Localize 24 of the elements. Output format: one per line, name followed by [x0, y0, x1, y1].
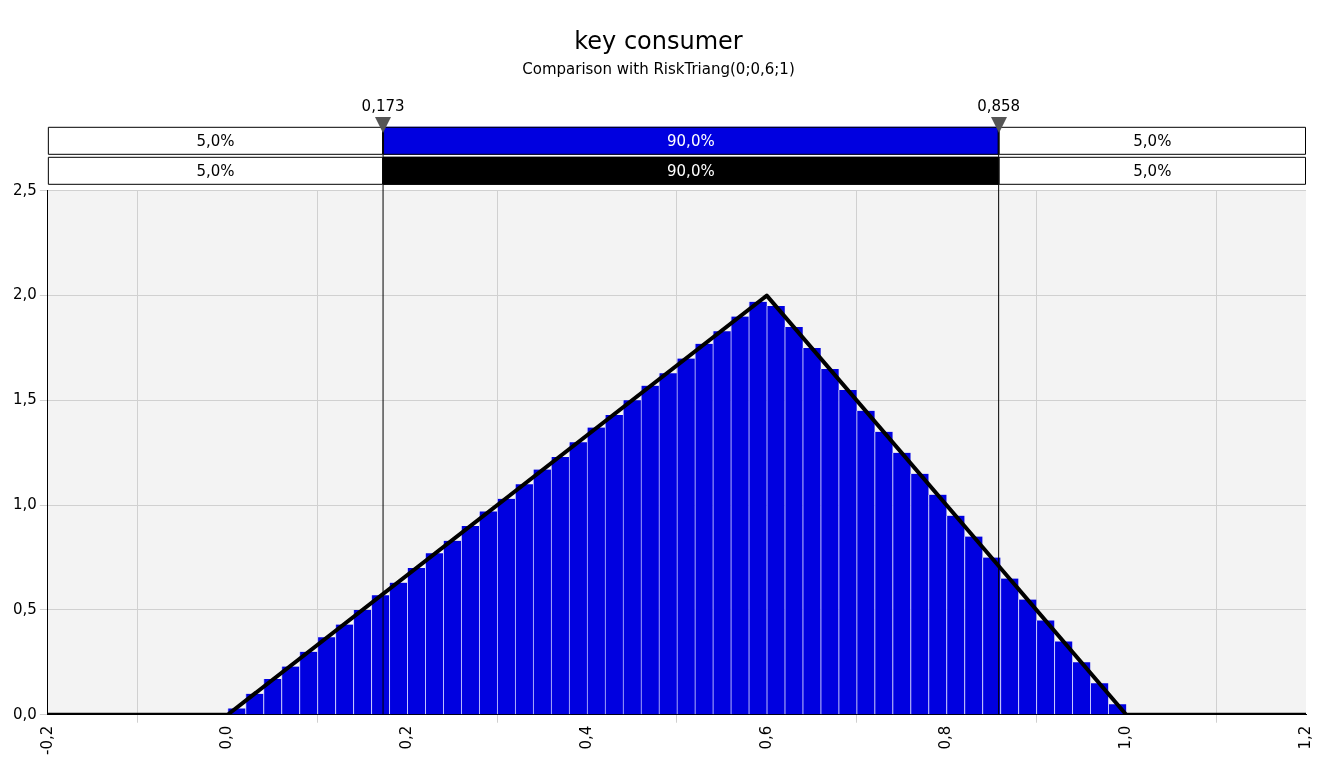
x-tick-label: 0,2 — [397, 725, 416, 750]
x-tick-label: 1,0 — [1116, 725, 1135, 750]
chart-title: key consumer — [574, 26, 743, 55]
chart-subtitle: Comparison with RiskTriang(0;0,6;1) — [522, 59, 795, 78]
text: 5,0% — [1133, 131, 1172, 150]
text: 90,0% — [667, 161, 715, 180]
x-tick-label: 0,4 — [576, 725, 595, 750]
text: 5,0% — [196, 131, 235, 150]
x-tick-label: -0,2 — [37, 725, 56, 756]
x-tick-label: 1,2 — [1295, 725, 1314, 750]
y-tick-label: 0,5 — [13, 599, 37, 618]
y-tick-label: 1,5 — [13, 390, 37, 409]
y-tick-label: 1,0 — [13, 495, 37, 514]
y-tick-label: 2,0 — [13, 285, 37, 304]
text: 5,0% — [1133, 161, 1172, 180]
y-tick-label: 2,5 — [13, 180, 37, 199]
text: 90,0% — [667, 131, 715, 150]
ref-line-label: 0,858 — [977, 97, 1021, 116]
text: 5,0% — [196, 161, 235, 180]
ref-line-label: 0,173 — [361, 97, 405, 116]
x-tick-label: 0,8 — [936, 725, 955, 750]
y-tick-label: 0,0 — [13, 704, 37, 723]
x-tick-label: 0,6 — [756, 725, 775, 750]
x-tick-label: 0,0 — [217, 725, 236, 750]
